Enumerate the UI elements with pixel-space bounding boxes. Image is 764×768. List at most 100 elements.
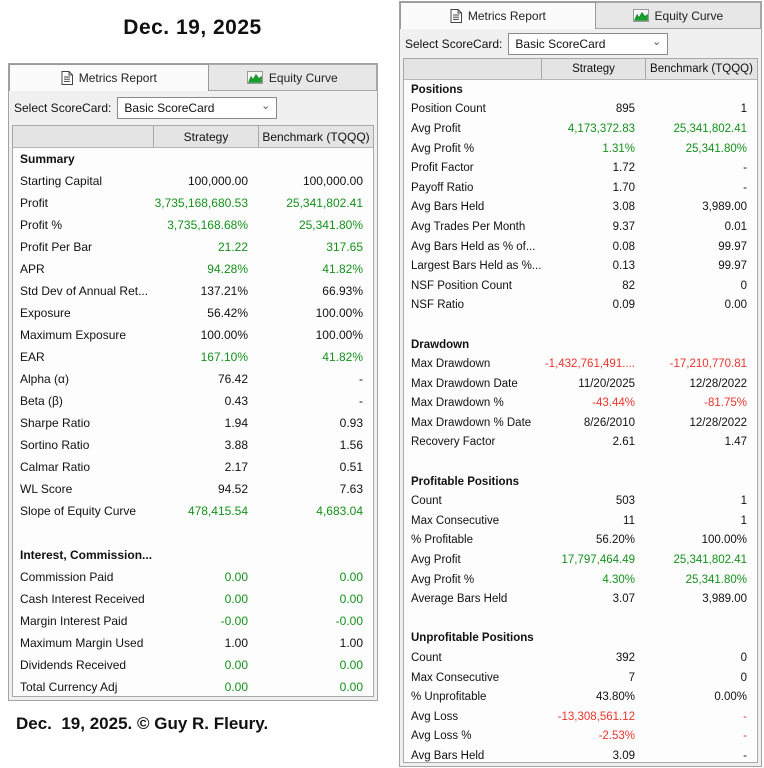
metric-label: % Unprofitable — [411, 691, 487, 704]
metric-label: Largest Bars Held as %... — [411, 260, 541, 273]
scorecard-select[interactable]: Basic ScoreCard ⌄ — [508, 32, 669, 55]
metric-label: Profit — [20, 196, 49, 210]
metric-label: Avg Profit — [411, 554, 461, 567]
metric-label: Beta (β) — [20, 394, 63, 408]
strategy-value: -43.44% — [592, 397, 635, 410]
metric-row: Profit % 3,735,168.68% 25,341.80% — [13, 214, 373, 236]
metrics-panel-left: Metrics Report Equity Curve Select Score… — [8, 63, 378, 701]
benchmark-value: 25,341,802.41 — [286, 196, 363, 210]
strategy-value: 0.00 — [224, 592, 248, 606]
benchmark-value: - — [743, 181, 747, 194]
metric-row: Std Dev of Annual Ret... 137.21% 66.93% — [13, 280, 373, 302]
scorecard-select[interactable]: Basic ScoreCard ⌄ — [117, 97, 278, 119]
metric-row: Profit Factor 1.72 - — [404, 158, 757, 178]
strategy-value: 17,797,464.49 — [561, 554, 635, 567]
metric-row: Max Consecutive 7 0 — [404, 668, 757, 688]
metric-row: Alpha (α) 76.42 - — [13, 368, 373, 390]
strategy-value: 3.07 — [612, 593, 635, 606]
metric-label: Slope of Equity Curve — [20, 504, 137, 518]
tab-metrics-report[interactable]: Metrics Report — [9, 64, 209, 91]
header-strategy: Strategy — [541, 59, 645, 79]
spacer-row — [13, 522, 373, 544]
strategy-value: -1,432,761,491.... — [544, 358, 635, 371]
strategy-value: 4.30% — [602, 573, 635, 586]
strategy-value: 7 — [628, 671, 635, 684]
metric-label: Average Bars Held — [411, 593, 508, 606]
metric-label: NSF Ratio — [411, 299, 465, 312]
metric-row: Calmar Ratio 2.17 0.51 — [13, 456, 373, 478]
section-header-row: Positions — [404, 80, 757, 100]
benchmark-value: 1 — [740, 103, 747, 116]
metric-label: Max Drawdown Date — [411, 377, 518, 390]
strategy-value: 100.00% — [200, 328, 248, 342]
benchmark-value: 41.82% — [322, 350, 363, 364]
metric-label: % Profitable — [411, 534, 474, 547]
metric-label: Avg Bars Held — [411, 201, 485, 214]
benchmark-value: 0.00 — [339, 592, 363, 606]
benchmark-value: 0.51 — [339, 460, 363, 474]
metric-label: Profit Factor — [411, 162, 474, 175]
tab-metrics-label: Metrics Report — [467, 9, 546, 23]
metric-row: Largest Bars Held as %... 0.13 99.97 — [404, 256, 757, 276]
tab-bar: Metrics Report Equity Curve — [400, 2, 761, 29]
strategy-value: -2.53% — [598, 730, 635, 743]
metric-row: Starting Capital 100,000.00 100,000.00 — [13, 170, 373, 192]
metric-label: EAR — [20, 350, 45, 364]
tab-metrics-report[interactable]: Metrics Report — [400, 2, 596, 29]
strategy-value: 0.08 — [612, 240, 635, 253]
scorecard-row: Select ScoreCard: Basic ScoreCard ⌄ — [9, 91, 377, 125]
benchmark-value: 0.00 — [339, 570, 363, 584]
spacer-row — [404, 609, 757, 629]
metric-row: Maximum Exposure 100.00% 100.00% — [13, 324, 373, 346]
metric-row: Avg Profit 4,173,372.83 25,341,802.41 — [404, 119, 757, 139]
metric-row: Commission Paid 0.00 0.00 — [13, 566, 373, 588]
metric-label: Calmar Ratio — [20, 460, 91, 474]
strategy-value: 137.21% — [200, 284, 248, 298]
benchmark-value: 25,341.80% — [685, 573, 747, 586]
strategy-value: 1.00 — [224, 636, 248, 650]
metric-label: Profit Per Bar — [20, 240, 93, 254]
page-title: Dec. 19, 2025 — [123, 16, 262, 39]
metric-label: Recovery Factor — [411, 436, 496, 449]
metric-row: Sortino Ratio 3.88 1.56 — [13, 434, 373, 456]
benchmark-value: -0.00 — [335, 614, 363, 628]
metric-label: Payoff Ratio — [411, 181, 474, 194]
strategy-value: 21.22 — [217, 240, 248, 254]
metric-row: Recovery Factor 2.61 1.47 — [404, 433, 757, 453]
benchmark-value: 100.00% — [315, 306, 363, 320]
benchmark-value: 12/28/2022 — [689, 416, 747, 429]
metric-row: Avg Profit % 1.31% 25,341.80% — [404, 139, 757, 159]
section-title: Positions — [411, 83, 463, 96]
section-header-row: Summary — [13, 148, 373, 170]
spacer-row — [404, 452, 757, 472]
metric-row: APR 94.28% 41.82% — [13, 258, 373, 280]
benchmark-value: -17,210,770.81 — [669, 358, 747, 371]
metric-row: Avg Bars Held as % of... 0.08 99.97 — [404, 237, 757, 257]
metric-row: EAR 167.10% 41.82% — [13, 346, 373, 368]
tab-metrics-label: Metrics Report — [78, 71, 157, 85]
metric-label: Avg Loss — [411, 710, 459, 723]
tab-equity-curve[interactable]: Equity Curve — [595, 2, 761, 29]
metric-label: Std Dev of Annual Ret... — [20, 284, 149, 298]
metric-row: Avg Profit % 4.30% 25,341.80% — [404, 570, 757, 590]
strategy-value: 0.09 — [612, 299, 635, 312]
strategy-value: 3,735,168.68% — [167, 218, 248, 232]
table-header: Strategy Benchmark (TQQQ) — [404, 59, 757, 80]
scorecard-value: Basic ScoreCard — [124, 101, 215, 115]
section-title: Summary — [20, 152, 75, 166]
strategy-value: 3.09 — [612, 749, 635, 762]
metric-label: Avg Bars Held — [411, 749, 485, 762]
tab-equity-curve[interactable]: Equity Curve — [208, 64, 377, 91]
benchmark-value: 1.47 — [724, 436, 747, 449]
strategy-value: -13,308,561.12 — [557, 710, 635, 723]
metric-row: Margin Interest Paid -0.00 -0.00 — [13, 610, 373, 632]
metric-label: Count — [411, 652, 442, 665]
metric-row: NSF Ratio 0.09 0.00 — [404, 296, 757, 316]
metrics-report-icon — [61, 71, 73, 85]
strategy-value: 76.42 — [217, 372, 248, 386]
tab-equity-label: Equity Curve — [268, 70, 338, 85]
header-benchmark: Benchmark (TQQQ) — [258, 126, 373, 147]
strategy-value: 82 — [622, 279, 635, 292]
metric-label: Profit % — [20, 218, 63, 232]
benchmark-value: 4,683.04 — [316, 504, 363, 518]
